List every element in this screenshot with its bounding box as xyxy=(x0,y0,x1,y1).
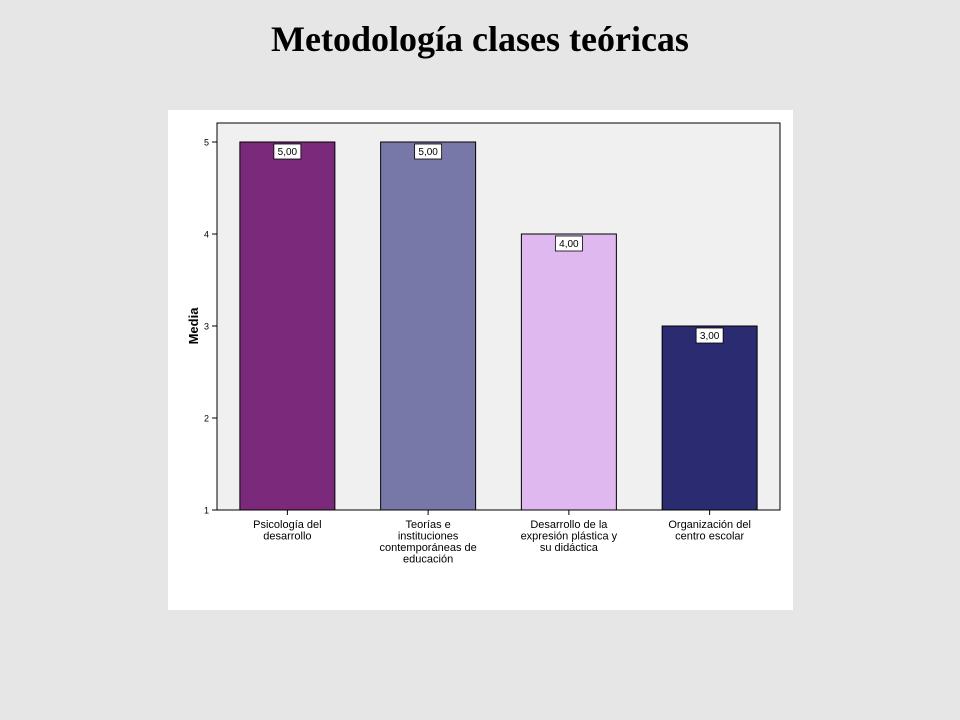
x-tick-label: Teorías e xyxy=(406,519,451,531)
data-label-box xyxy=(695,327,724,344)
data-label: 5,00 xyxy=(278,147,298,158)
y-axis-label: Media xyxy=(186,307,201,345)
bar-chart: Media 1 2 3 4 5 5,00 5,00 4,00 3,00 Psicología … xyxy=(186,122,781,566)
y-tick-label: 3 xyxy=(204,322,209,332)
y-tick-label: 4 xyxy=(204,230,209,240)
data-label: 5,00 xyxy=(418,147,438,158)
bar xyxy=(239,141,336,511)
data-label-box xyxy=(554,235,583,252)
x-tick-label: su didáctica xyxy=(540,542,599,554)
x-tick-label: educación xyxy=(403,554,453,566)
x-tick-label: Organización del xyxy=(668,519,751,531)
y-tick-label: 5 xyxy=(204,138,209,148)
x-tick-label: Psicología del xyxy=(253,519,322,531)
chart-title: Metodología clases teóricas xyxy=(271,19,689,59)
x-tick-label: desarrollo xyxy=(263,531,311,543)
bar xyxy=(380,141,477,511)
bar xyxy=(661,325,758,511)
x-tick-label: contemporáneas de xyxy=(380,542,477,554)
data-label: 3,00 xyxy=(700,331,720,342)
bar xyxy=(520,233,617,511)
x-tick-label: centro escolar xyxy=(675,531,744,543)
y-tick-label: 1 xyxy=(204,506,209,516)
y-axis: 1 2 3 4 5 xyxy=(204,138,217,516)
y-tick-label: 2 xyxy=(204,414,209,424)
data-label-box xyxy=(414,143,443,160)
x-tick-label: expresión plástica y xyxy=(521,531,618,543)
chart-panel: Media 1 2 3 4 5 5,00 5,00 4,00 3,00 Psicología … xyxy=(168,110,793,610)
data-label: 4,00 xyxy=(559,239,579,250)
x-tick-label: Desarrollo de la xyxy=(530,519,608,531)
data-label-box xyxy=(273,143,302,160)
bars-group: 5,00 5,00 4,00 3,00 xyxy=(239,141,758,511)
x-tick-label: instituciones xyxy=(398,531,459,543)
